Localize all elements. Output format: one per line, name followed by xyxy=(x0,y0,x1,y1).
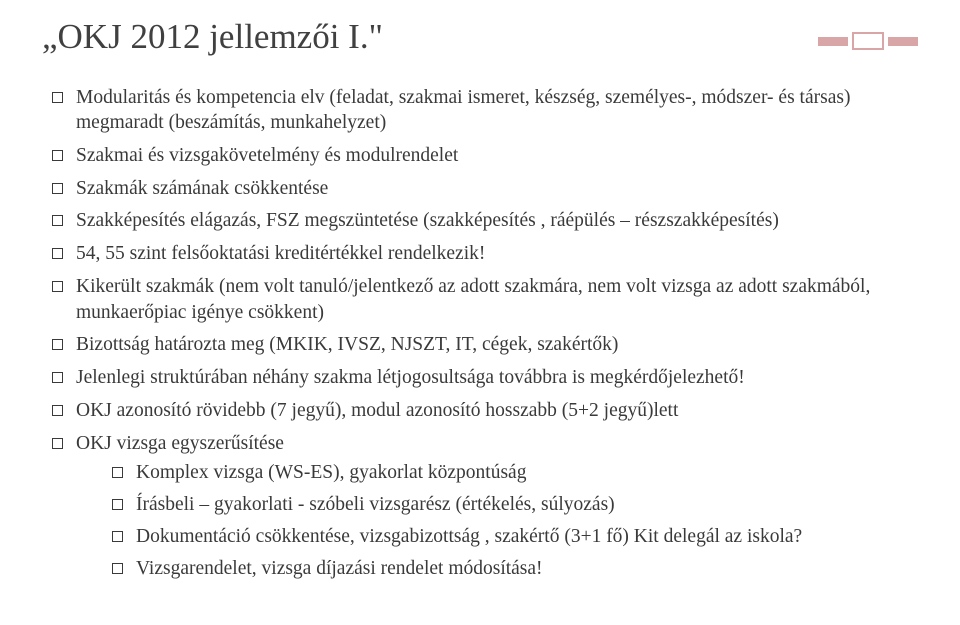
sub-list-item: Írásbeli – gyakorlati - szóbeli vizsgaré… xyxy=(110,492,918,518)
list-item: Jelenlegi struktúrában néhány szakma lét… xyxy=(50,365,918,391)
list-item: Szakmai és vizsgakövetelmény és modulren… xyxy=(50,143,918,169)
list-item: Szakképesítés elágazás, FSZ megszüntetés… xyxy=(50,208,918,234)
sub-list-item: Vizsgarendelet, vizsga díjazási rendelet… xyxy=(110,556,918,582)
accent-bar-right xyxy=(888,37,918,46)
list-item: OKJ azonosító rövidebb (7 jegyű), modul … xyxy=(50,398,918,424)
list-item: 54, 55 szint felsőoktatási kreditértékke… xyxy=(50,241,918,267)
accent-box xyxy=(852,32,884,50)
sub-list-item: Komplex vizsga (WS-ES), gyakorlat közpon… xyxy=(110,460,918,486)
title-row: „OKJ 2012 jellemzői I." xyxy=(42,18,918,57)
list-item: OKJ vizsga egyszerűsítése Komplex vizsga… xyxy=(50,431,918,582)
slide-title: „OKJ 2012 jellemzői I." xyxy=(42,18,383,57)
list-item: Bizottság határozta meg (MKIK, IVSZ, NJS… xyxy=(50,332,918,358)
list-item: Kikerült szakmák (nem volt tanuló/jelent… xyxy=(50,274,918,325)
bullet-list: Modularitás és kompetencia elv (feladat,… xyxy=(50,85,918,582)
list-item-text: OKJ vizsga egyszerűsítése xyxy=(76,433,284,454)
accent-decoration xyxy=(818,32,918,50)
accent-bar-left xyxy=(818,37,848,46)
sub-bullet-list: Komplex vizsga (WS-ES), gyakorlat közpon… xyxy=(110,460,918,581)
list-item: Modularitás és kompetencia elv (feladat,… xyxy=(50,85,918,136)
list-item: Szakmák számának csökkentése xyxy=(50,176,918,202)
slide: „OKJ 2012 jellemzői I." Modularitás és k… xyxy=(0,0,960,625)
sub-list-item: Dokumentáció csökkentése, vizsgabizottsá… xyxy=(110,524,918,550)
